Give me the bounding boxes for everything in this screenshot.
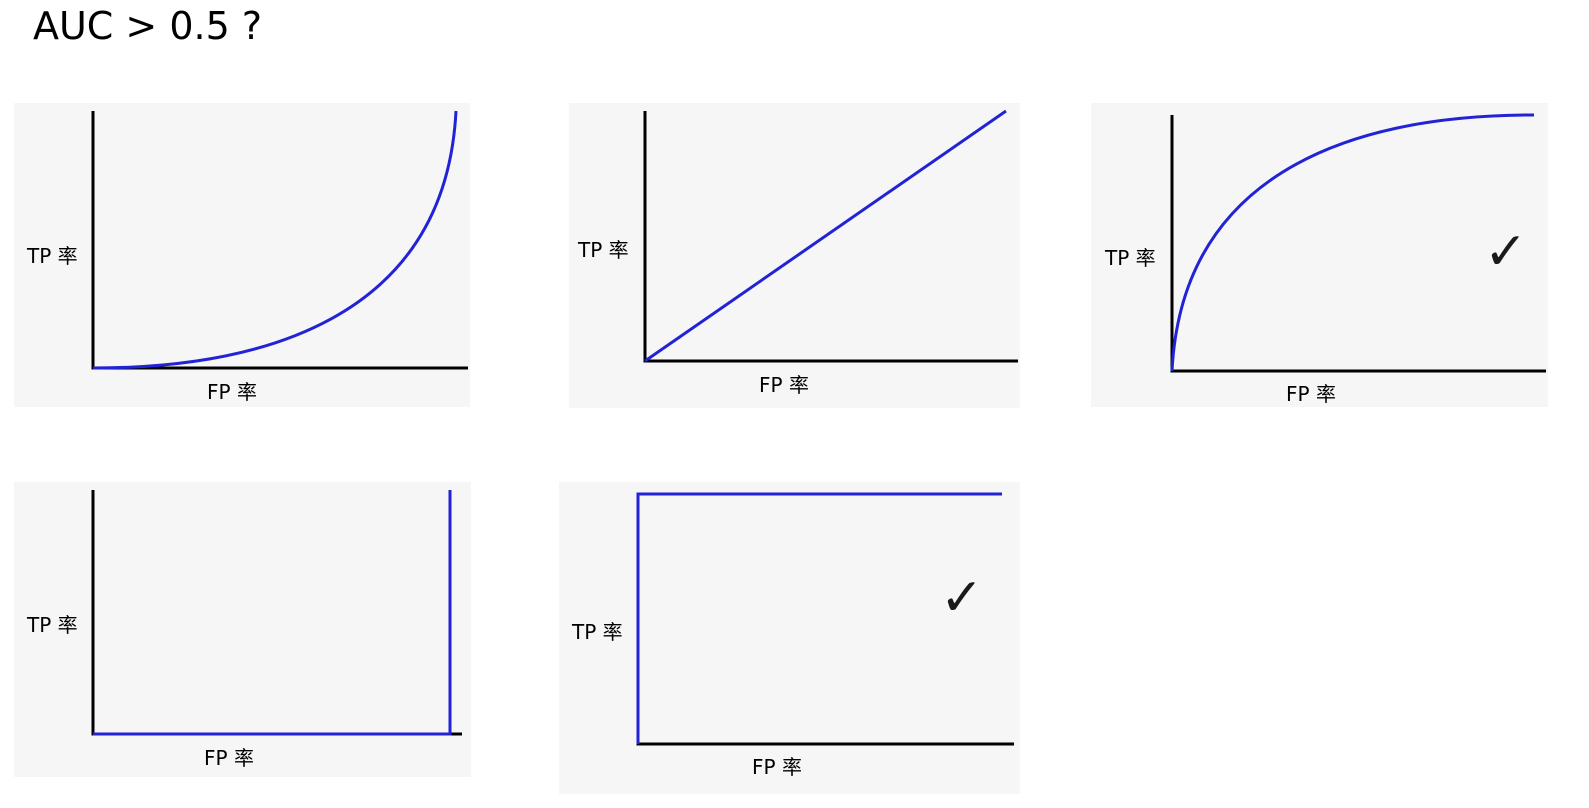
- x-axis-label: FP 率: [1286, 382, 1336, 406]
- y-axis-label: TP 率: [578, 238, 629, 262]
- check-mark-icon: ✓: [940, 568, 984, 628]
- roc-curve: [636, 492, 1002, 744]
- y-axis-label: TP 率: [1105, 246, 1156, 270]
- x-axis-label: FP 率: [752, 755, 802, 779]
- roc-chart-5: TP 率 FP 率 ✓: [559, 482, 1020, 794]
- y-axis-label: TP 率: [27, 613, 78, 637]
- roc-chart-2: TP 率 FP 率: [569, 103, 1020, 408]
- y-axis-label: TP 率: [27, 244, 78, 268]
- roc-curve: [93, 490, 452, 736]
- x-axis-label: FP 率: [207, 380, 257, 404]
- roc-chart-plot: [91, 110, 468, 370]
- roc-chart-plot: [1170, 113, 1546, 373]
- roc-chart-3: TP 率 FP 率 ✓: [1091, 103, 1548, 407]
- x-axis-label: FP 率: [759, 373, 809, 397]
- roc-chart-plot: [91, 490, 462, 736]
- x-axis-label: FP 率: [204, 746, 254, 770]
- roc-chart-4: TP 率 FP 率: [14, 482, 471, 777]
- roc-curve: [644, 109, 1007, 363]
- roc-chart-1: TP 率 FP 率: [14, 103, 470, 407]
- roc-chart-plot: [636, 492, 1014, 746]
- page-title: AUC > 0.5 ?: [33, 4, 263, 48]
- y-axis-label: TP 率: [572, 620, 623, 644]
- check-mark-icon: ✓: [1484, 222, 1528, 282]
- roc-chart-plot: [643, 109, 1018, 363]
- roc-curve: [1170, 113, 1535, 372]
- roc-curve: [92, 110, 458, 370]
